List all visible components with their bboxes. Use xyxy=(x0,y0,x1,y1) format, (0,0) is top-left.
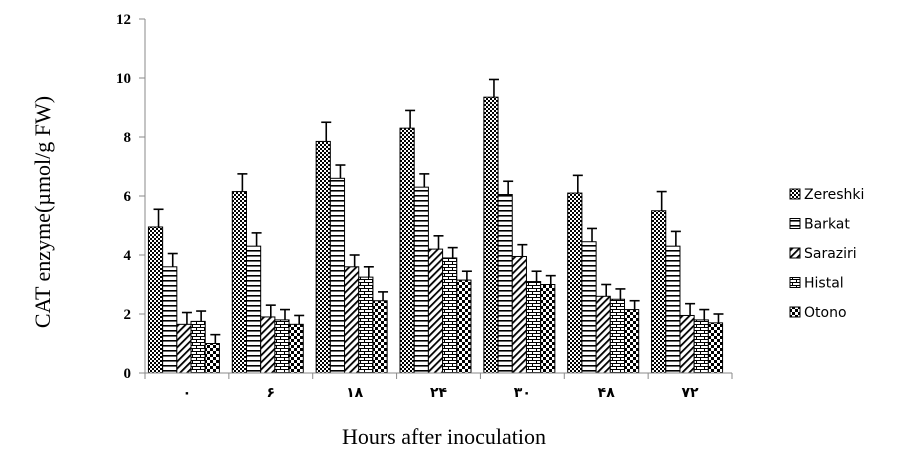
error-bars-layer xyxy=(153,78,724,344)
bar-barkat-6 xyxy=(665,245,681,374)
bar-saraziri-0 xyxy=(176,323,192,374)
legend-swatch-otono xyxy=(789,306,801,318)
legend-swatch-zereshki xyxy=(789,188,801,200)
bar-histal-6 xyxy=(693,319,709,374)
bar-saraziri-2 xyxy=(344,266,360,374)
bar-saraziri-1 xyxy=(260,316,276,374)
bar-saraziri-6 xyxy=(679,314,695,374)
y-tick-label: 8 xyxy=(124,130,132,146)
legend-swatch-barkat xyxy=(789,218,801,229)
bar-zereshki-4 xyxy=(483,96,499,374)
bar-zereshki-3 xyxy=(399,127,415,374)
bar-barkat-0 xyxy=(162,266,178,374)
bar-histal-2 xyxy=(358,276,374,374)
y-tick-label: 12 xyxy=(116,12,131,28)
x-tick-label: ۷۲ xyxy=(682,385,700,401)
bar-saraziri-4 xyxy=(511,255,527,374)
bar-histal-0 xyxy=(190,320,206,374)
bar-barkat-2 xyxy=(329,177,346,374)
x-tick-label: ۲۴ xyxy=(430,385,448,401)
y-tick-label: 6 xyxy=(124,189,132,205)
y-tick-label: 10 xyxy=(116,71,131,87)
bar-zereshki-6 xyxy=(651,210,667,374)
x-tick-label: ۴۸ xyxy=(598,385,616,401)
legend-label-saraziri: Saraziri xyxy=(804,246,857,262)
x-tick-label: ۳۰ xyxy=(514,385,531,401)
x-tick-label: ۱۸ xyxy=(346,385,364,401)
y-axis-title: CAT enzyme(µmol/g FW) xyxy=(30,96,55,328)
legend-label-histal: Histal xyxy=(804,276,844,292)
bar-barkat-1 xyxy=(245,245,262,374)
bar-otono-3 xyxy=(456,279,472,374)
y-tick-label: 4 xyxy=(124,248,132,264)
x-axis-title: Hours after inoculation xyxy=(342,424,546,449)
bar-histal-3 xyxy=(442,257,458,374)
legend-swatch-saraziri xyxy=(789,247,801,259)
bar-zereshki-0 xyxy=(147,226,164,374)
bar-otono-6 xyxy=(707,322,724,374)
x-tick-label: ۶ xyxy=(267,385,276,401)
y-tick-label: 0 xyxy=(124,366,132,382)
bar-zereshki-1 xyxy=(231,191,247,374)
legend-label-zereshki: Zereshki xyxy=(804,187,864,203)
bar-otono-4 xyxy=(540,284,556,374)
bar-otono-5 xyxy=(624,309,640,374)
bar-histal-4 xyxy=(525,281,542,374)
bar-otono-1 xyxy=(288,323,304,374)
bar-zereshki-5 xyxy=(567,192,583,374)
legend-label-barkat: Barkat xyxy=(804,217,850,233)
bar-saraziri-3 xyxy=(427,248,444,374)
x-tick-label: ۰ xyxy=(183,385,192,401)
bar-otono-0 xyxy=(204,343,220,374)
bar-otono-2 xyxy=(372,300,388,374)
legend-label-otono: Otono xyxy=(804,305,847,321)
bar-zereshki-2 xyxy=(315,140,331,374)
x-ticks: ۰ ۶ ۱۸ ۲۴ ۳۰ ۴۸ ۷۲ xyxy=(144,373,733,401)
legend: Zereshki Barkat Saraziri Histal Otono xyxy=(789,187,864,321)
y-tick-label: 2 xyxy=(124,307,132,323)
bar-barkat-4 xyxy=(497,194,513,374)
bars-layer xyxy=(147,96,724,374)
bar-histal-5 xyxy=(609,298,626,374)
legend-swatch-histal xyxy=(789,277,801,288)
bar-saraziri-5 xyxy=(595,295,611,374)
bar-barkat-5 xyxy=(581,241,597,374)
bar-barkat-3 xyxy=(413,186,429,374)
bar-histal-1 xyxy=(274,319,290,374)
y-ticks: 0 2 4 6 8 10 12 xyxy=(116,12,145,382)
